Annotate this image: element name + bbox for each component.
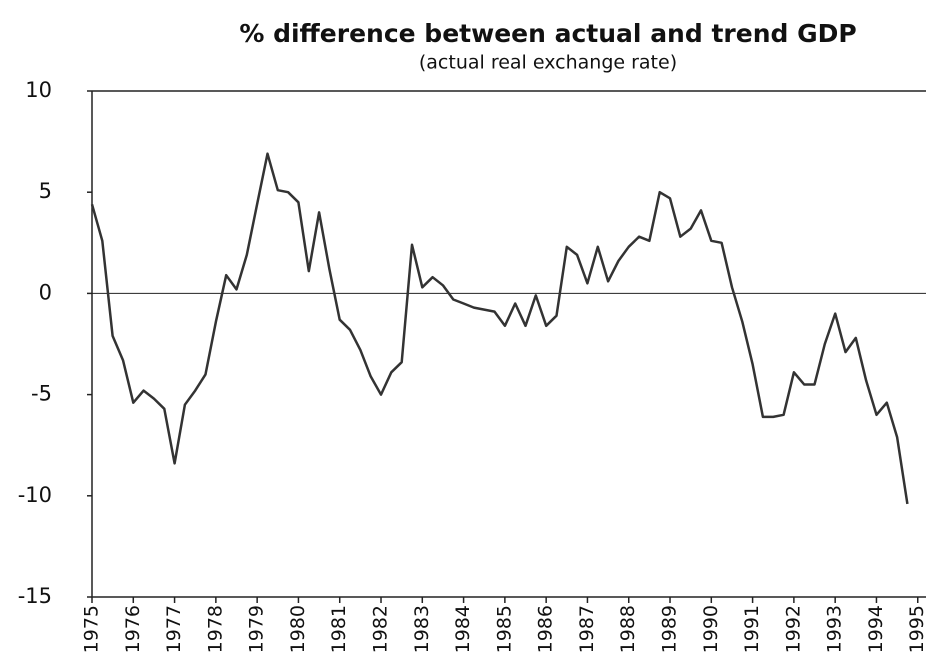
y-tick-label: 5 (39, 179, 52, 203)
x-tick-label: 1982 (370, 605, 392, 653)
y-tick-label: 0 (39, 280, 52, 304)
x-tick-label: 1994 (865, 605, 887, 653)
x-tick-label: 1983 (411, 605, 433, 653)
data-line (90, 152, 909, 505)
x-tick-label: 1990 (700, 605, 722, 653)
y-tick-label: -15 (18, 584, 52, 608)
x-tick-label: 1978 (204, 605, 226, 653)
x-tick-label: 1984 (452, 605, 474, 653)
x-tick-label: 1981 (328, 605, 350, 653)
x-tick-label: 1975 (81, 605, 103, 653)
x-tick-label: 1976 (122, 605, 144, 653)
x-tick-label: 1986 (535, 605, 557, 653)
x-tick-label: 1989 (659, 605, 681, 653)
chart-title: % difference between actual and trend GD… (239, 19, 856, 48)
chart-subtitle: (actual real exchange rate) (419, 52, 677, 74)
x-tick-label: 1991 (741, 605, 763, 653)
y-tick-label: -10 (18, 483, 52, 507)
x-tick-label: 1985 (493, 605, 515, 653)
x-tick-label: 1977 (163, 605, 185, 653)
x-tick-label: 1995 (906, 605, 926, 653)
y-tick-label: -5 (31, 382, 52, 406)
x-tick-label: 1993 (824, 605, 846, 653)
y-tick-label: 10 (25, 78, 52, 102)
x-tick-label: 1988 (617, 605, 639, 653)
x-tick-label: 1979 (246, 605, 268, 653)
x-tick-label: 1980 (287, 605, 309, 653)
x-tick-label: 1987 (576, 605, 598, 653)
x-tick-label: 1992 (782, 605, 804, 653)
